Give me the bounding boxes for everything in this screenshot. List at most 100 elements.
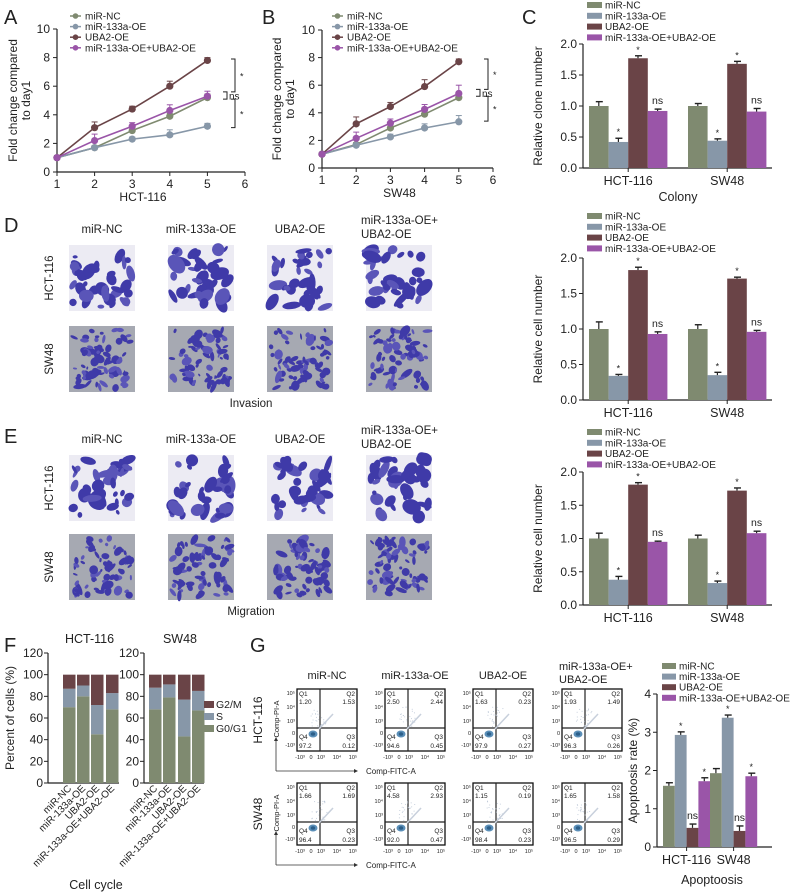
x-tick-label: 10⁵ [525,754,533,761]
event-dot [486,820,488,822]
stained-cell [125,591,133,599]
legend-label: miR-133a-OE+UBA2-OE [605,460,716,471]
stained-cell [94,335,100,339]
y-tick-label: 10³ [287,813,295,819]
stained-cell [191,562,199,568]
stained-cell [412,345,417,350]
event-dot [314,801,316,803]
stained-cell [399,536,406,549]
event-dot [492,710,494,712]
data-point [352,134,360,142]
subplot-title: HCT-116 [65,632,114,646]
event-dot [587,722,589,724]
stained-cell [113,574,119,582]
y-tick-label: 10⁵ [375,690,383,697]
stained-cell [375,295,386,305]
stained-cell [305,576,313,584]
bar-UBA2-OE [628,484,648,605]
stained-cell [305,565,314,573]
x-axis-label: HCT-116 [119,190,166,204]
event-dot [414,804,416,806]
stained-cell [190,534,199,545]
significance-label: ns [652,527,663,539]
column-label: UBA2-OE [275,434,326,446]
y-axis-label: Comp-PI-A [272,700,281,737]
bar-miR-NC [710,773,722,847]
micrograph-SW48-miR-133a-OE [168,326,234,393]
event-dot [585,714,587,716]
event-dot [487,711,489,713]
y-tick-label: 0 [43,165,50,179]
quadrant-name: Q1 [299,691,308,698]
legend-swatch [587,245,602,252]
column-label: miR-133a-OE [166,224,237,236]
event-dot [407,802,409,804]
stained-cell [185,454,199,467]
bar-miR-NC [589,538,609,605]
panel-label-D: D [4,215,18,237]
event-dot [409,808,411,810]
stained-cell [275,589,283,600]
legend-label: miR-133a-OE+UBA2-OE [605,33,716,44]
micrograph-HCT-116-UBA2-OE [265,245,333,312]
stained-cell [324,339,334,347]
quadrant-value: 0.19 [518,793,531,800]
stained-cell [293,576,297,580]
event-dot [310,715,312,717]
stained-cell [105,344,112,353]
flow-plot-SW48-3: Q11.65 Q21.58 Q3 0.29 Q4 96.5 10⁵ 10⁴ 10³ 0 -10³-1… [550,782,623,855]
stained-cell [323,349,332,356]
y-tick-label: 10⁵ [552,784,560,791]
stained-cell [70,335,78,340]
stained-cell [195,363,199,368]
stained-cell [171,583,177,588]
stained-cell [379,456,394,463]
stack-segment-S [163,684,176,698]
stained-cell [384,495,396,507]
stained-cell [391,338,396,342]
y-tick-label: 10 [37,22,51,36]
y-tick-label: 10⁵ [552,690,560,697]
stained-cell [84,584,89,589]
micrograph-SW48-miR-NC [69,534,135,600]
stained-cell [403,286,416,300]
y-tick-label: 10⁴ [552,798,561,805]
event-dot [492,808,494,810]
stained-cell [381,356,386,361]
data-point [203,56,211,65]
quadrant-value: 0.23 [342,837,355,844]
series-UBA2-OE [53,56,211,162]
bar-UBA2-OE [628,58,648,169]
event-dot [576,719,578,721]
data-point [386,119,394,127]
data-point [455,89,463,98]
event-dot [498,710,500,712]
quadrant-name: Q2 [611,785,620,792]
bar-miR-133a-OE+UBA2-OE [746,533,767,605]
quadrant-value: 1.69 [342,793,355,800]
stained-cell [367,579,374,586]
legend-label: G2/M [216,699,242,711]
stained-cell [302,356,306,363]
stained-cell [91,577,96,583]
y-tick-label: 80 [30,689,44,703]
quadrant-name: Q1 [475,785,484,792]
y-tick-label: 0.0 [560,393,577,407]
quadrant-value: 1.65 [564,793,577,800]
stained-cell [288,485,302,497]
stained-cell [395,587,407,594]
stained-cell [102,561,109,567]
stained-cell [407,333,411,337]
event-dot [410,802,412,804]
stained-cell [395,360,402,366]
quadrant-name: Q1 [387,785,396,792]
stained-cell [113,585,123,596]
event-dot [497,712,499,714]
y-tick-label: 1.0 [560,532,577,546]
stained-cell [104,542,109,547]
event-dot [576,716,578,718]
stack-segment-S [63,688,76,708]
bar-miR-133a-OE+UBA2-OE [698,781,711,847]
stack-segment-G2/M [192,674,205,691]
quadrant-name: Q4 [475,828,484,835]
